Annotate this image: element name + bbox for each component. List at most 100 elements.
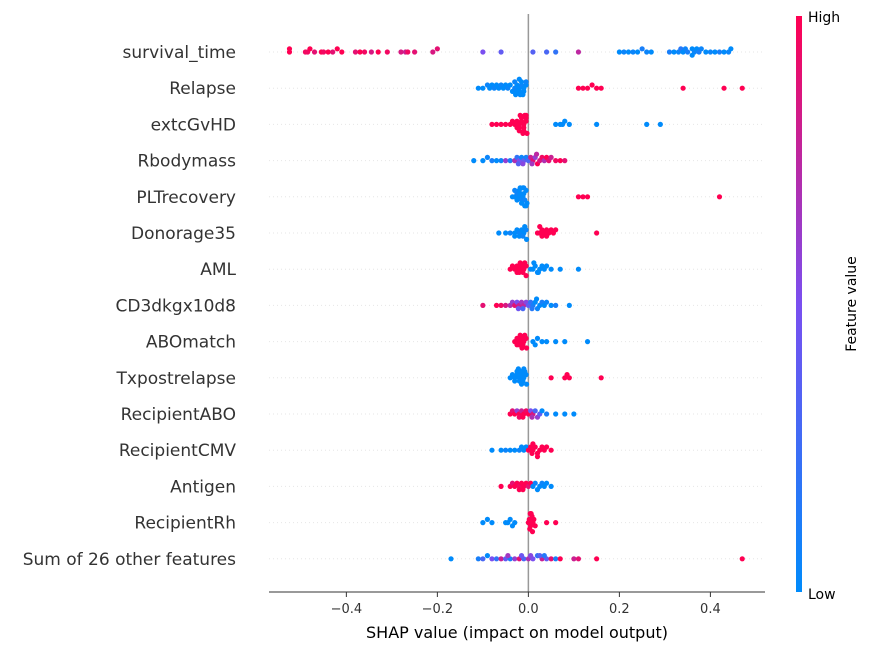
data-point [512, 187, 518, 193]
data-point [520, 414, 526, 420]
data-point [339, 49, 345, 55]
data-point [498, 483, 504, 489]
data-point [527, 510, 533, 517]
data-point [541, 553, 547, 559]
data-point [520, 233, 526, 239]
data-point [553, 158, 559, 164]
data-point [505, 553, 511, 559]
data-point [512, 79, 518, 85]
data-point [739, 85, 745, 91]
data-point [489, 447, 495, 453]
data-point [553, 520, 559, 526]
data-point [594, 230, 600, 236]
data-point [575, 266, 582, 272]
data-point [532, 480, 538, 486]
data-point [498, 121, 504, 127]
data-point [716, 49, 723, 55]
data-point [539, 408, 545, 414]
data-point [523, 273, 529, 279]
data-point [448, 556, 454, 562]
data-point [557, 266, 563, 272]
data-point [543, 233, 550, 239]
data-point [557, 556, 563, 562]
data-point [630, 49, 636, 55]
data-point [307, 46, 313, 52]
data-point [475, 556, 481, 562]
data-point [520, 161, 526, 167]
feature-label: Antigen [170, 477, 236, 497]
data-point [522, 112, 528, 118]
data-point [503, 302, 509, 308]
data-point [562, 118, 568, 124]
x-axis-title: SHAP value (impact on model output) [366, 623, 668, 642]
data-point [529, 414, 535, 420]
data-point [584, 85, 591, 91]
data-point [721, 49, 727, 55]
data-point [543, 263, 550, 269]
colorbar-title: Feature value [844, 256, 860, 352]
data-point [531, 516, 537, 523]
data-point [503, 158, 509, 164]
data-point [480, 302, 486, 308]
data-point [644, 49, 650, 55]
data-point [523, 381, 530, 387]
data-point [493, 158, 500, 164]
data-point [475, 85, 481, 91]
data-point [534, 454, 541, 460]
data-point [543, 411, 550, 417]
data-point [548, 375, 554, 381]
data-point [522, 203, 528, 209]
data-point [515, 161, 521, 167]
data-point [671, 49, 677, 55]
data-point [531, 260, 537, 266]
data-point [357, 49, 363, 55]
data-point [513, 92, 519, 98]
data-point [553, 302, 559, 308]
data-point [384, 49, 390, 55]
data-point [534, 335, 541, 341]
data-point [589, 82, 595, 88]
data-point [480, 49, 486, 55]
data-point [575, 194, 582, 200]
x-tick-label: −0.2 [422, 602, 454, 617]
data-point [330, 49, 336, 55]
data-point [598, 85, 604, 91]
data-point [512, 556, 518, 562]
data-point [537, 553, 543, 559]
data-point [524, 130, 530, 136]
data-point [594, 121, 600, 127]
data-point [739, 556, 745, 562]
data-point [375, 49, 381, 55]
data-point [712, 49, 718, 55]
data-point [543, 480, 550, 486]
data-point [498, 158, 504, 164]
data-point [516, 414, 522, 420]
data-point [571, 556, 577, 562]
data-point [514, 269, 520, 275]
data-point [498, 302, 504, 308]
data-point [584, 339, 591, 345]
data-point [553, 411, 559, 417]
data-point [471, 158, 477, 164]
data-point [685, 49, 691, 55]
data-point [512, 520, 518, 526]
feature-label: RecipientRh [134, 514, 236, 534]
data-point [334, 46, 340, 52]
data-point [666, 49, 673, 55]
data-point [594, 85, 600, 91]
data-point [484, 553, 491, 559]
data-point [530, 441, 536, 447]
data-point [520, 92, 526, 98]
data-point [507, 82, 513, 88]
data-point [520, 269, 526, 275]
data-point [512, 233, 518, 239]
data-point [496, 230, 502, 236]
data-point [562, 158, 568, 164]
data-point [514, 197, 520, 203]
data-point [530, 49, 536, 55]
colorbar-low-label: Low [808, 587, 836, 603]
data-point [625, 49, 632, 55]
data-point [548, 556, 554, 562]
data-point [680, 85, 686, 91]
